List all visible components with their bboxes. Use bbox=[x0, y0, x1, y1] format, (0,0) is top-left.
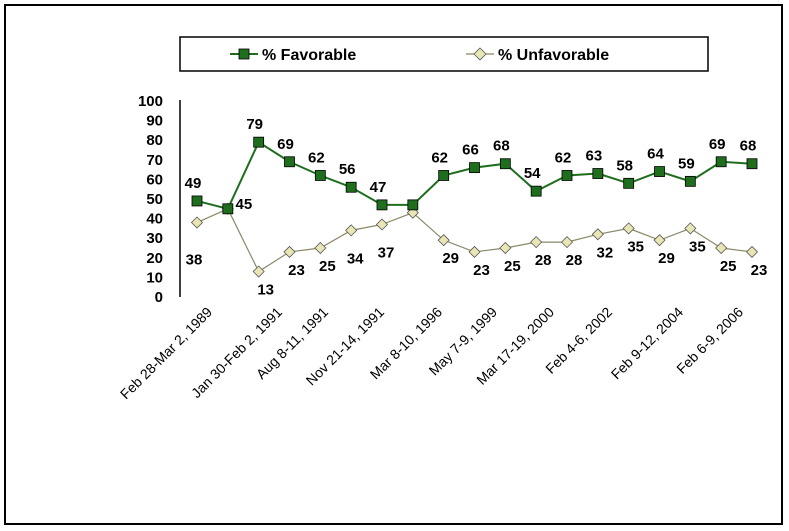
unfavorable-point bbox=[252, 265, 265, 278]
favorable-data-label: 68 bbox=[740, 138, 757, 155]
favorable-point bbox=[746, 158, 758, 170]
unfavorable-point bbox=[745, 245, 759, 258]
unfavorable-data-label: 28 bbox=[566, 252, 583, 269]
y-tick-label: 70 bbox=[146, 152, 163, 169]
favorable-point bbox=[530, 185, 542, 197]
y-tick-label: 100 bbox=[138, 93, 163, 110]
unfavorable-point bbox=[437, 234, 450, 247]
unfavorable-point bbox=[591, 228, 604, 241]
unfavorable-point bbox=[715, 241, 728, 255]
favorable-data-label: 47 bbox=[370, 179, 387, 196]
unfavorable-data-label: 23 bbox=[288, 262, 305, 279]
favorable-point bbox=[407, 199, 419, 211]
unfavorable-point bbox=[375, 218, 389, 231]
favorable-point bbox=[345, 181, 357, 193]
unfavorable-data-label: 13 bbox=[257, 282, 274, 299]
favorable-point bbox=[314, 170, 326, 181]
unfavorable-point bbox=[345, 224, 358, 237]
unfavorable-data-label: 38 bbox=[186, 252, 203, 269]
favorable-data-label: 68 bbox=[493, 138, 510, 155]
y-tick-label: 40 bbox=[146, 211, 163, 228]
unfavorable-data-label: 35 bbox=[689, 238, 706, 255]
favorable-point bbox=[191, 195, 203, 207]
unfavorable-data-label: 25 bbox=[504, 258, 521, 275]
unfavorable-data-label: 25 bbox=[720, 258, 737, 275]
favorable-data-label: 58 bbox=[616, 157, 633, 174]
unfavorable-point bbox=[530, 236, 543, 249]
y-tick-labels: 0 10 20 30 40 50 60 70 80 90 100 bbox=[138, 93, 163, 306]
legend-favorable-marker-icon bbox=[238, 48, 250, 60]
y-tick-label: 20 bbox=[146, 250, 163, 267]
favorable-data-label: 54 bbox=[524, 165, 541, 182]
legend-item-unfavorable: % Unfavorable bbox=[466, 47, 609, 64]
favorable-point bbox=[438, 170, 450, 181]
legend-box bbox=[179, 36, 709, 72]
favorable-point bbox=[499, 158, 511, 170]
unfavorable-data-label: 23 bbox=[473, 262, 490, 279]
legend: % Favorable % Unfavorable bbox=[179, 36, 709, 72]
unfavorable-data-label: 32 bbox=[596, 244, 613, 261]
unfavorable-data-label: 45 bbox=[235, 196, 252, 213]
favorable-point bbox=[222, 203, 234, 215]
unfavorable-data-label: 35 bbox=[627, 238, 644, 255]
unfavorable-data-label: 29 bbox=[658, 250, 675, 267]
legend-unfavorable-marker-icon bbox=[473, 47, 487, 61]
favorable-data-label: 62 bbox=[308, 149, 325, 166]
y-tick-label: 50 bbox=[146, 191, 163, 208]
favorable-point bbox=[684, 175, 696, 187]
unfavorable-data-label: 23 bbox=[751, 262, 768, 279]
favorable-point bbox=[715, 156, 727, 168]
series-markers bbox=[190, 136, 759, 278]
favorable-point bbox=[561, 170, 573, 181]
unfavorable-point bbox=[622, 222, 635, 235]
favorable-data-label: 69 bbox=[709, 136, 726, 153]
favorable-data-label: 59 bbox=[678, 155, 695, 172]
favorable-point bbox=[284, 156, 295, 168]
favorable-point bbox=[592, 168, 604, 179]
unfavorable-data-label: 37 bbox=[378, 244, 395, 261]
unfavorable-point bbox=[499, 241, 512, 255]
unfavorable-point bbox=[560, 236, 574, 249]
legend-item-favorable: % Favorable bbox=[230, 47, 356, 64]
favorable-point bbox=[623, 177, 635, 189]
unfavorable-point bbox=[190, 216, 204, 229]
data-labels: 49 79 69 62 56 47 62 66 68 54 62 63 58 64 59 69 68 38 45 13… bbox=[185, 116, 768, 298]
favorable-data-label: 63 bbox=[585, 148, 602, 165]
unfavorable-point bbox=[653, 234, 666, 247]
favorable-point bbox=[376, 199, 388, 211]
y-tick-label: 60 bbox=[146, 171, 163, 188]
unfavorable-point bbox=[468, 245, 481, 258]
chart-frame bbox=[4, 4, 783, 525]
y-tick-label: 80 bbox=[146, 132, 163, 149]
unfavorable-data-label: 28 bbox=[535, 252, 552, 269]
favorable-data-label: 79 bbox=[246, 116, 263, 133]
y-tick-label: 0 bbox=[155, 289, 163, 306]
x-tick-label: Feb 9-12, 2004 bbox=[608, 304, 687, 383]
legend-unfavorable-label: % Unfavorable bbox=[498, 47, 609, 64]
unfavorable-data-label: 25 bbox=[319, 258, 336, 275]
favorable-data-label: 66 bbox=[462, 142, 479, 159]
unfavorable-point bbox=[283, 245, 296, 258]
favorable-data-label: 62 bbox=[431, 149, 448, 166]
unfavorable-data-label: 34 bbox=[347, 250, 364, 267]
legend-favorable-label: % Favorable bbox=[262, 47, 356, 64]
favorable-data-label: 64 bbox=[647, 146, 664, 163]
unfavorable-data-label: 29 bbox=[442, 250, 459, 267]
favorable-data-label: 62 bbox=[555, 149, 572, 166]
y-tick-label: 30 bbox=[146, 230, 163, 247]
y-tick-label: 10 bbox=[146, 269, 163, 286]
favorable-data-label: 69 bbox=[277, 136, 294, 153]
y-tick-label: 90 bbox=[146, 113, 163, 130]
unfavorable-point bbox=[314, 241, 327, 255]
favorable-point bbox=[253, 136, 265, 148]
favorable-data-label: 49 bbox=[185, 175, 202, 192]
favorable-point bbox=[469, 162, 480, 174]
favorable-point bbox=[654, 166, 665, 177]
unfavorable-point bbox=[684, 222, 697, 235]
favorable-data-label: 56 bbox=[339, 161, 356, 178]
